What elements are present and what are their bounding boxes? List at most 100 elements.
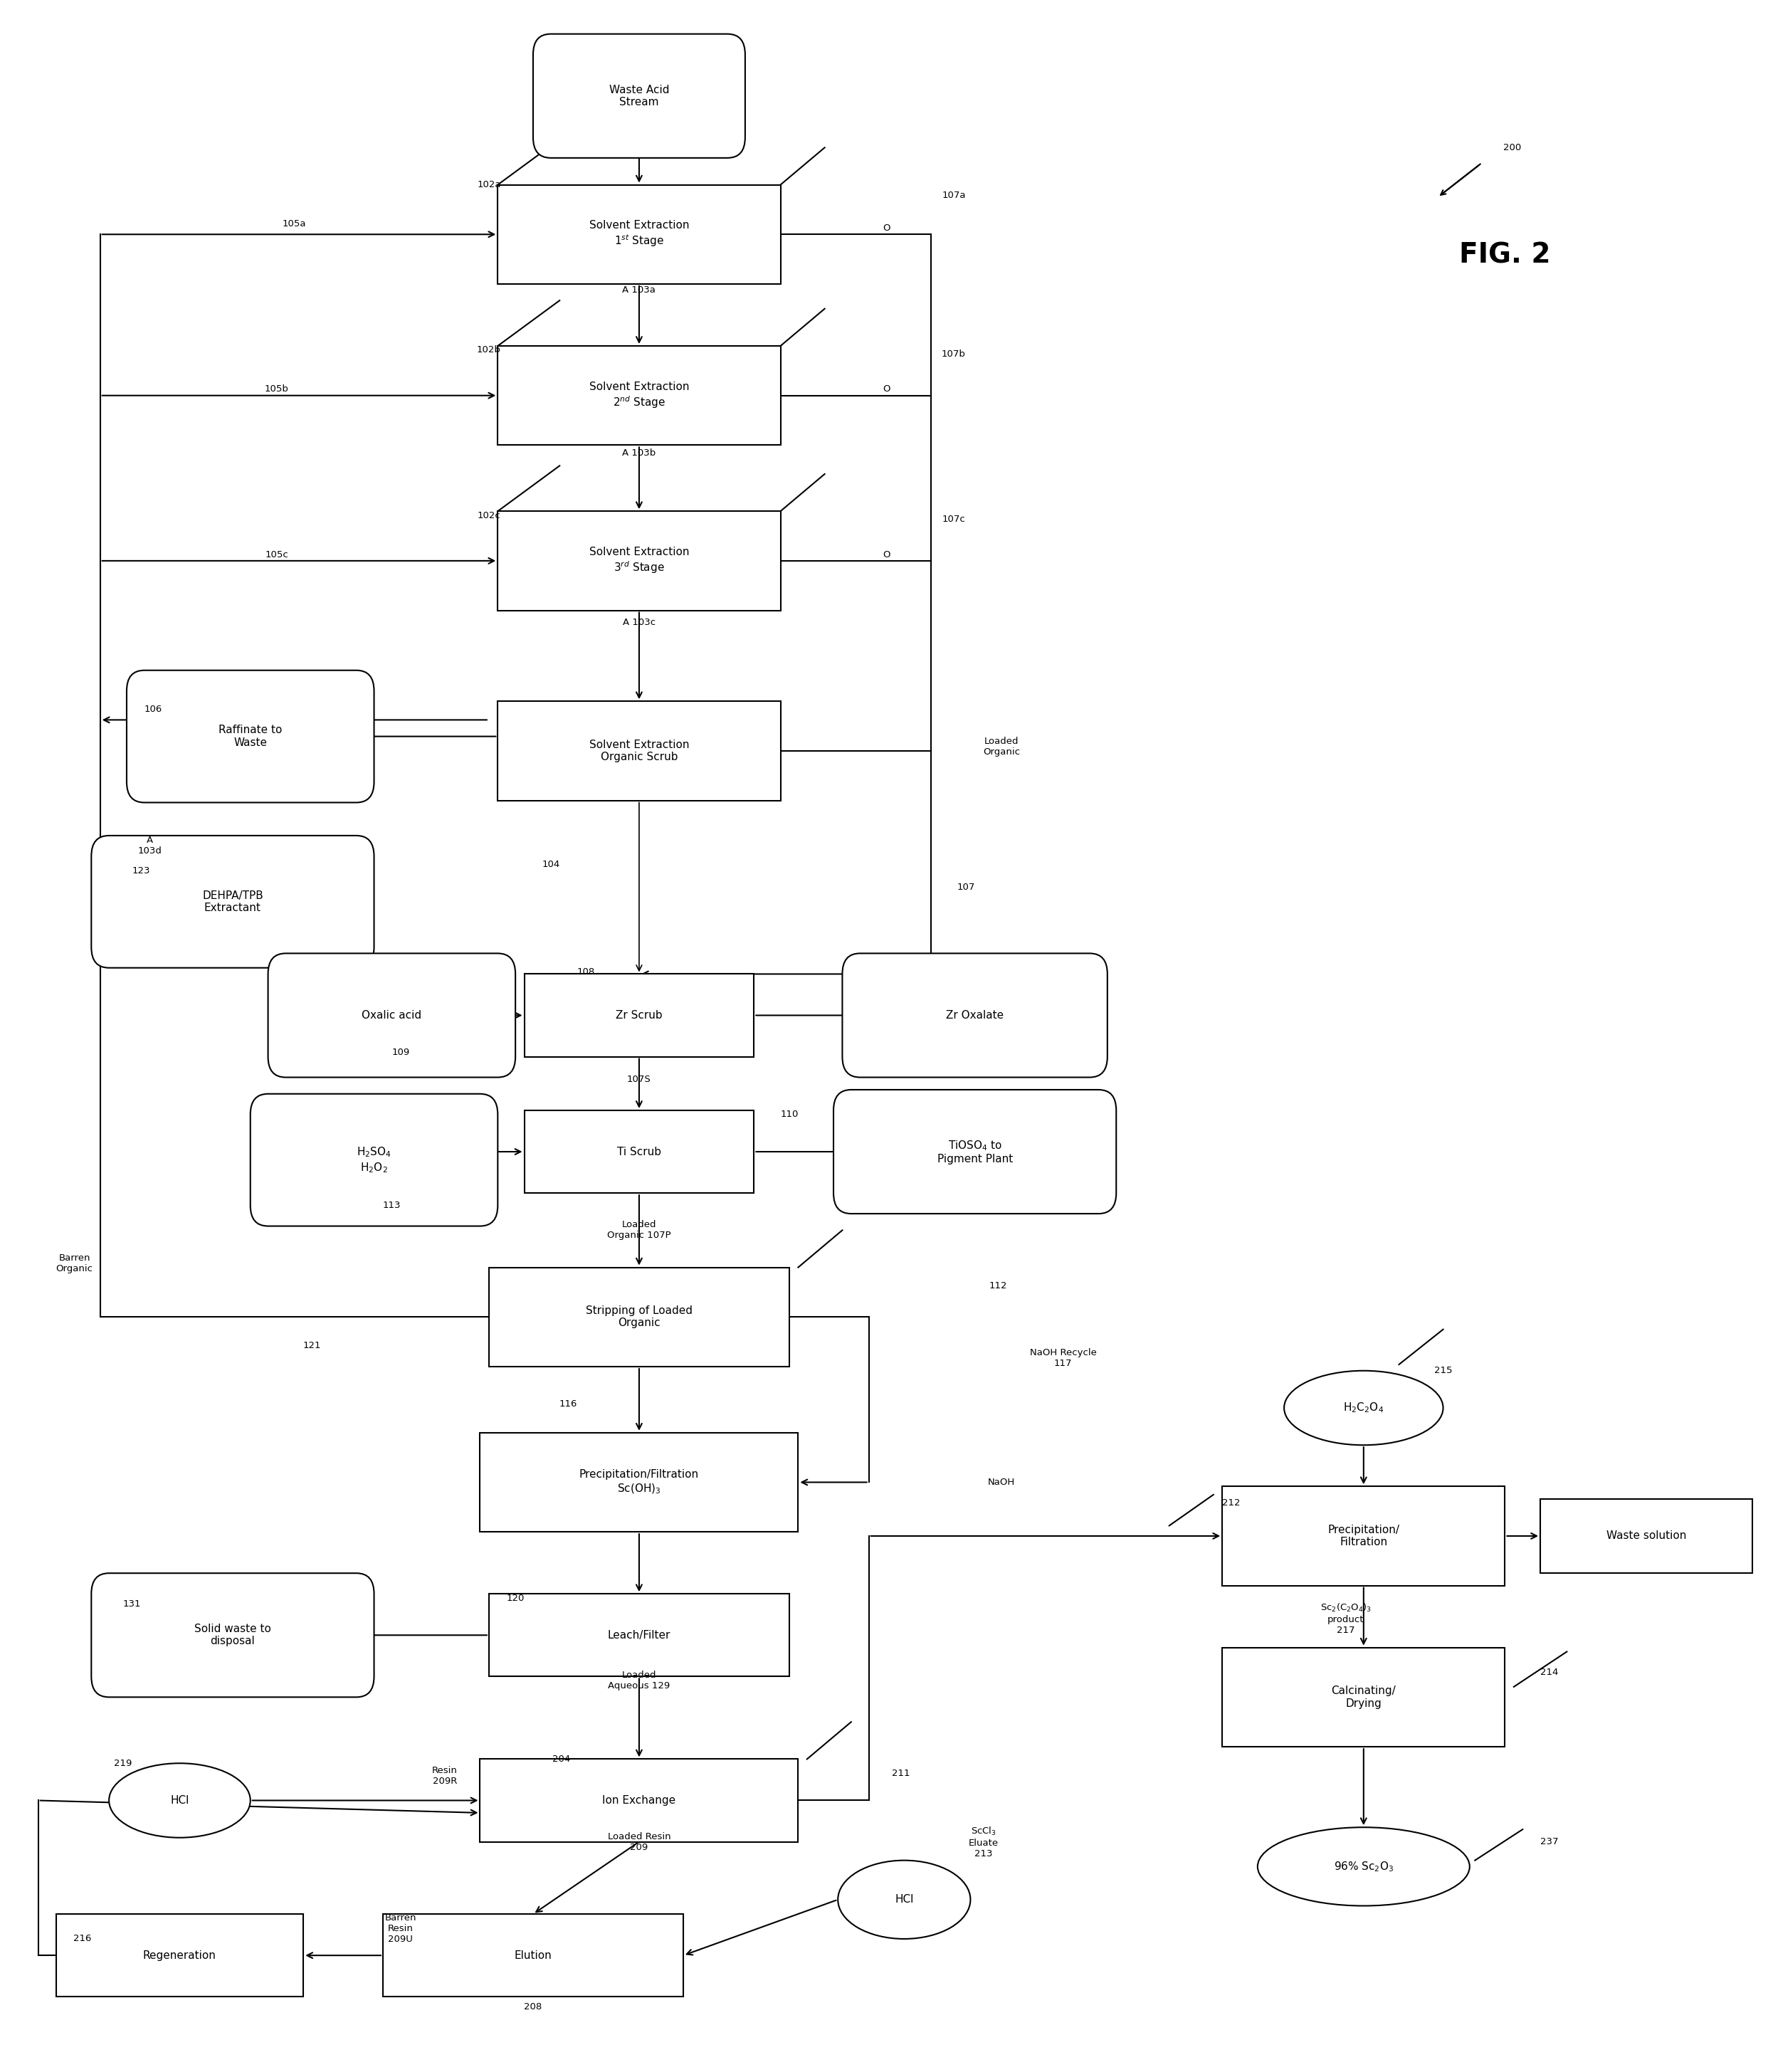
FancyBboxPatch shape xyxy=(498,512,780,611)
Text: 107b: 107b xyxy=(941,350,966,358)
FancyBboxPatch shape xyxy=(498,700,780,800)
Text: Solvent Extraction
2$^{nd}$ Stage: Solvent Extraction 2$^{nd}$ Stage xyxy=(589,381,690,410)
Text: FIG. 2: FIG. 2 xyxy=(1459,242,1551,269)
Text: Regeneration: Regeneration xyxy=(144,1950,216,1960)
Text: Zr Scrub: Zr Scrub xyxy=(615,1009,663,1021)
FancyBboxPatch shape xyxy=(383,1915,683,1997)
Text: A
103d: A 103d xyxy=(138,835,161,856)
Text: NaOH Recycle
117: NaOH Recycle 117 xyxy=(1030,1349,1097,1368)
FancyBboxPatch shape xyxy=(1222,1647,1505,1747)
Text: Barren
Resin
209U: Barren Resin 209U xyxy=(385,1912,417,1944)
FancyBboxPatch shape xyxy=(250,1094,498,1227)
Text: 208: 208 xyxy=(525,2002,543,2012)
FancyBboxPatch shape xyxy=(57,1915,303,1997)
Text: Waste solution: Waste solution xyxy=(1606,1531,1686,1542)
Text: Elution: Elution xyxy=(514,1950,551,1960)
Text: 96% Sc$_2$O$_3$: 96% Sc$_2$O$_3$ xyxy=(1333,1861,1394,1873)
Text: 107S: 107S xyxy=(628,1075,651,1084)
Text: Loaded Resin
209: Loaded Resin 209 xyxy=(608,1832,670,1852)
Text: 204: 204 xyxy=(553,1755,571,1763)
Text: NaOH: NaOH xyxy=(988,1477,1014,1488)
Text: 104: 104 xyxy=(543,860,560,868)
FancyBboxPatch shape xyxy=(480,1432,798,1531)
Text: Loaded
Aqueous 129: Loaded Aqueous 129 xyxy=(608,1670,670,1691)
Text: A 103c: A 103c xyxy=(622,617,656,628)
Ellipse shape xyxy=(1257,1828,1470,1906)
Ellipse shape xyxy=(108,1763,250,1838)
Text: 211: 211 xyxy=(892,1769,910,1778)
FancyBboxPatch shape xyxy=(498,184,780,284)
Text: Solvent Extraction
1$^{st}$ Stage: Solvent Extraction 1$^{st}$ Stage xyxy=(589,220,690,249)
Text: O: O xyxy=(883,549,890,559)
FancyBboxPatch shape xyxy=(126,671,374,802)
Text: TiOSO$_4$ to
Pigment Plant: TiOSO$_4$ to Pigment Plant xyxy=(938,1140,1012,1164)
Text: 212: 212 xyxy=(1222,1498,1239,1508)
Text: Raffinate to
Waste: Raffinate to Waste xyxy=(218,725,282,748)
Text: DEHPA/TPB
Extractant: DEHPA/TPB Extractant xyxy=(202,891,262,914)
Text: Resin
209R: Resin 209R xyxy=(433,1765,457,1786)
FancyBboxPatch shape xyxy=(92,835,374,968)
FancyBboxPatch shape xyxy=(92,1573,374,1697)
Text: 216: 216 xyxy=(73,1935,92,1944)
FancyBboxPatch shape xyxy=(833,1090,1117,1214)
Text: Zr Oxalate: Zr Oxalate xyxy=(947,1009,1004,1021)
Text: Solid waste to
disposal: Solid waste to disposal xyxy=(195,1624,271,1647)
Text: 237: 237 xyxy=(1541,1838,1558,1846)
Text: 109: 109 xyxy=(392,1048,410,1057)
Text: Solvent Extraction
3$^{rd}$ Stage: Solvent Extraction 3$^{rd}$ Stage xyxy=(589,547,690,576)
Text: A 103a: A 103a xyxy=(622,286,656,294)
Text: 214: 214 xyxy=(1541,1668,1558,1676)
Text: H$_2$C$_2$O$_4$: H$_2$C$_2$O$_4$ xyxy=(1344,1401,1385,1415)
FancyBboxPatch shape xyxy=(1222,1486,1505,1585)
Text: Leach/Filter: Leach/Filter xyxy=(608,1631,670,1641)
FancyBboxPatch shape xyxy=(525,1111,754,1193)
Ellipse shape xyxy=(1284,1372,1443,1444)
Text: O: O xyxy=(883,385,890,394)
FancyBboxPatch shape xyxy=(268,953,516,1077)
Text: 106: 106 xyxy=(144,704,161,715)
Text: 105c: 105c xyxy=(266,549,289,559)
Text: A 103b: A 103b xyxy=(622,450,656,458)
Text: HCl: HCl xyxy=(170,1794,190,1807)
FancyBboxPatch shape xyxy=(842,953,1108,1077)
Text: 102a: 102a xyxy=(477,180,500,189)
Text: 116: 116 xyxy=(560,1399,578,1409)
Text: Ti Scrub: Ti Scrub xyxy=(617,1146,661,1156)
Text: Loaded
Organic 107P: Loaded Organic 107P xyxy=(606,1220,670,1241)
Text: 107c: 107c xyxy=(941,514,965,524)
Text: O: O xyxy=(883,224,890,232)
Text: Oxalic acid: Oxalic acid xyxy=(362,1009,422,1021)
Text: Waste Acid
Stream: Waste Acid Stream xyxy=(610,85,668,108)
Text: Ion Exchange: Ion Exchange xyxy=(603,1794,676,1807)
Text: HCl: HCl xyxy=(895,1894,913,1904)
Text: 123: 123 xyxy=(131,866,151,874)
Text: 120: 120 xyxy=(507,1593,525,1602)
Text: 110: 110 xyxy=(780,1111,798,1119)
FancyBboxPatch shape xyxy=(480,1759,798,1842)
Ellipse shape xyxy=(839,1861,970,1939)
Text: H$_2$SO$_4$
H$_2$O$_2$: H$_2$SO$_4$ H$_2$O$_2$ xyxy=(356,1146,392,1175)
FancyBboxPatch shape xyxy=(489,1268,789,1368)
FancyBboxPatch shape xyxy=(1541,1498,1752,1573)
Text: Solvent Extraction
Organic Scrub: Solvent Extraction Organic Scrub xyxy=(589,740,690,762)
FancyBboxPatch shape xyxy=(534,33,745,157)
Text: 121: 121 xyxy=(303,1341,321,1351)
Text: 108: 108 xyxy=(578,968,596,976)
Text: 200: 200 xyxy=(1504,143,1521,151)
Text: 112: 112 xyxy=(989,1280,1007,1291)
Text: 131: 131 xyxy=(122,1600,142,1608)
FancyBboxPatch shape xyxy=(489,1593,789,1676)
Text: Sc$_2$(C$_2$O$_4$)$_3$
product
217: Sc$_2$(C$_2$O$_4$)$_3$ product 217 xyxy=(1321,1602,1372,1635)
Text: 219: 219 xyxy=(113,1759,133,1767)
Text: 102c: 102c xyxy=(477,510,500,520)
Text: 107: 107 xyxy=(957,883,975,891)
Text: Precipitation/Filtration
Sc(OH)$_3$: Precipitation/Filtration Sc(OH)$_3$ xyxy=(580,1469,699,1496)
Text: 215: 215 xyxy=(1434,1365,1452,1376)
FancyBboxPatch shape xyxy=(498,346,780,445)
Text: 105b: 105b xyxy=(264,385,289,394)
Text: Stripping of Loaded
Organic: Stripping of Loaded Organic xyxy=(585,1305,693,1328)
Text: Barren
Organic: Barren Organic xyxy=(57,1254,92,1272)
Text: Loaded
Organic: Loaded Organic xyxy=(982,738,1019,756)
Text: 113: 113 xyxy=(383,1202,401,1210)
Text: 107a: 107a xyxy=(941,191,966,199)
